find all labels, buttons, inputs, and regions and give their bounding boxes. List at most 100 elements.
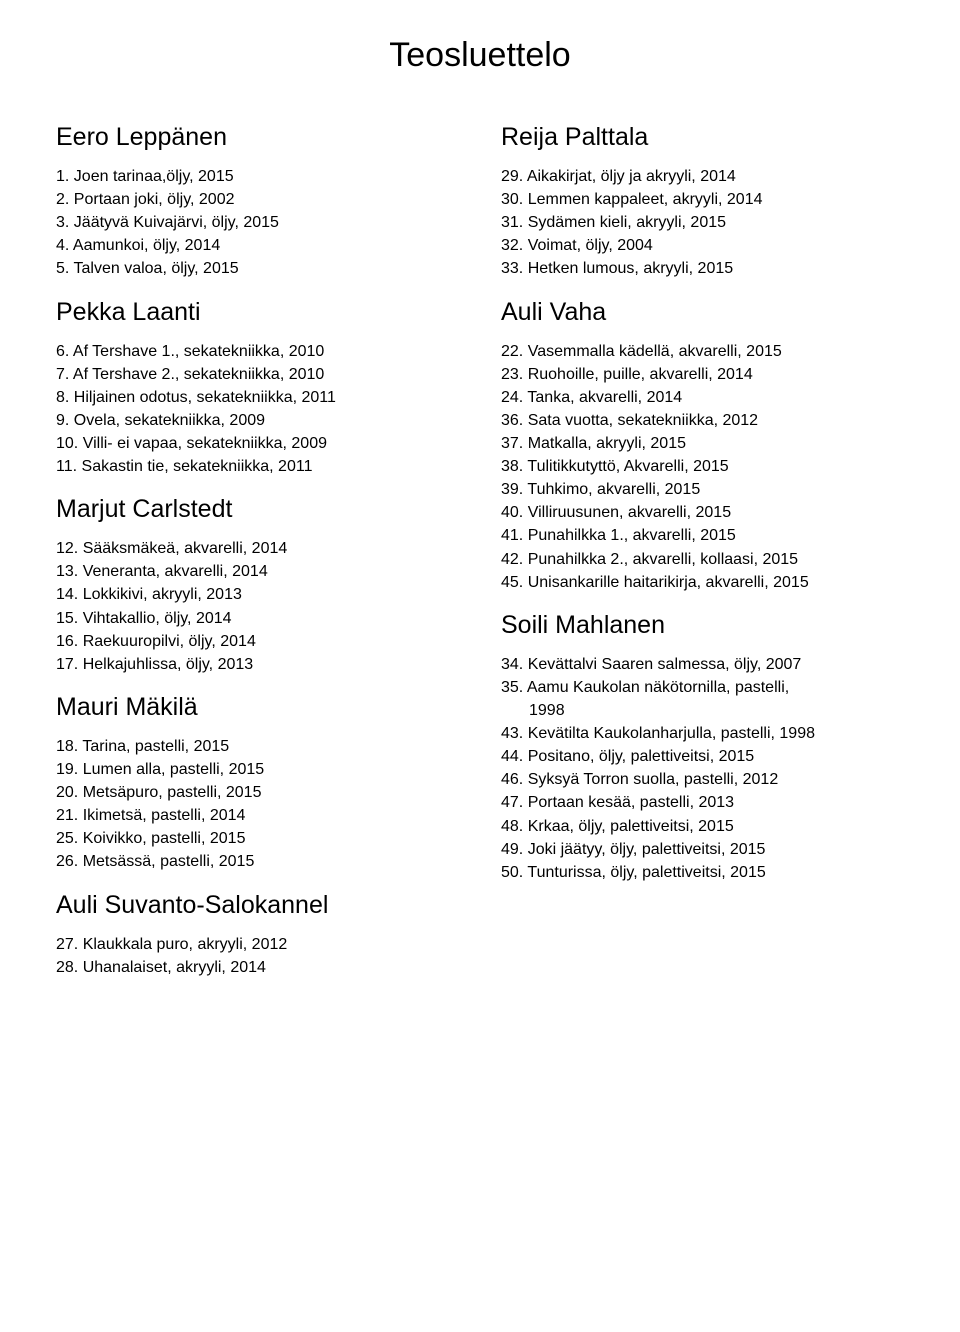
work-label: Hiljainen odotus, sekatekniikka, 2011 [74,389,336,406]
work-item: 7. Af Tershave 2., sekatekniikka, 2010 [56,364,459,385]
work-label: Sääksmäkeä, akvarelli, 2014 [83,540,288,557]
work-label: Metsäpuro, pastelli, 2015 [83,784,262,801]
work-item: 35. Aamu Kaukolan näkötornilla, pastelli… [501,677,904,698]
work-item: 5. Talven valoa, öljy, 2015 [56,258,459,279]
work-label: Positano, öljy, palettiveitsi, 2015 [528,748,755,765]
work-number: 44. [501,748,523,765]
artist-heading: Auli Suvanto-Salokannel [56,891,459,920]
work-label: Lemmen kappaleet, akryyli, 2014 [528,191,763,208]
work-label: Tunturissa, öljy, palettiveitsi, 2015 [527,864,765,881]
work-number: 31. [501,214,523,231]
work-label: Lokkikivi, akryyli, 2013 [83,586,242,603]
work-number: 22. [501,343,523,360]
work-number: 17. [56,656,78,673]
work-number: 21. [56,807,78,824]
work-item: 32. Voimat, öljy, 2004 [501,235,904,256]
artist-heading: Reija Palttala [501,123,904,152]
work-number: 30. [501,191,523,208]
work-label: Klaukkala puro, akryyli, 2012 [83,936,288,953]
work-label: Sydämen kieli, akryyli, 2015 [528,214,726,231]
work-item: 3. Jäätyvä Kuivajärvi, öljy, 2015 [56,212,459,233]
work-item: 6. Af Tershave 1., sekatekniikka, 2010 [56,341,459,362]
work-item: 42. Punahilkka 2., akvarelli, kollaasi, … [501,549,904,570]
work-item: 46. Syksyä Torron suolla, pastelli, 2012 [501,769,904,790]
work-item: 49. Joki jäätyy, öljy, palettiveitsi, 20… [501,839,904,860]
work-number: 47. [501,794,523,811]
work-label: Metsässä, pastelli, 2015 [83,853,255,870]
work-number: 14. [56,586,78,603]
work-label: Vihtakallio, öljy, 2014 [83,610,232,627]
work-number: 39. [501,481,523,498]
work-item: 23. Ruohoille, puille, akvarelli, 2014 [501,364,904,385]
work-item: 18. Tarina, pastelli, 2015 [56,736,459,757]
work-item: 37. Matkalla, akryyli, 2015 [501,433,904,454]
left-column: Eero Leppänen1. Joen tarinaa,öljy, 20152… [56,123,459,980]
work-item: 47. Portaan kesää, pastelli, 2013 [501,792,904,813]
work-number: 28. [56,959,78,976]
work-item: 30. Lemmen kappaleet, akryyli, 2014 [501,189,904,210]
work-item: 20. Metsäpuro, pastelli, 2015 [56,782,459,803]
work-item: 22. Vasemmalla kädellä, akvarelli, 2015 [501,341,904,362]
work-label: Syksyä Torron suolla, pastelli, 2012 [528,771,779,788]
work-item: 31. Sydämen kieli, akryyli, 2015 [501,212,904,233]
work-label: Tarina, pastelli, 2015 [82,738,229,755]
work-item: 34. Kevättalvi Saaren salmessa, öljy, 20… [501,654,904,675]
work-number: 15. [56,610,78,627]
work-number: 12. [56,540,78,557]
artist-heading: Mauri Mäkilä [56,693,459,722]
work-number: 9. [56,412,69,429]
work-number: 35. [501,679,523,696]
work-label: Lumen alla, pastelli, 2015 [83,761,264,778]
work-number: 37. [501,435,523,452]
work-label: Aamunkoi, öljy, 2014 [73,237,220,254]
work-number: 4. [56,237,69,254]
work-label: Voimat, öljy, 2004 [528,237,653,254]
work-label: Hetken lumous, akryyli, 2015 [528,260,733,277]
work-label: Punahilkka 2., akvarelli, kollaasi, 2015 [528,551,798,568]
work-number: 13. [56,563,78,580]
work-item: 28. Uhanalaiset, akryyli, 2014 [56,957,459,978]
work-item: 27. Klaukkala puro, akryyli, 2012 [56,934,459,955]
work-label: Uhanalaiset, akryyli, 2014 [83,959,266,976]
right-column: Reija Palttala 29. Aikakirjat, öljy ja ak… [501,123,904,980]
work-item: 19. Lumen alla, pastelli, 2015 [56,759,459,780]
work-label: Unisankarille haitarikirja, akvarelli, 2… [528,574,809,591]
work-label: Ovela, sekatekniikka, 2009 [74,412,265,429]
two-column-layout: Eero Leppänen1. Joen tarinaa,öljy, 20152… [56,123,904,980]
work-label: Ruohoille, puille, akvarelli, 2014 [528,366,753,383]
work-label: Jäätyvä Kuivajärvi, öljy, 2015 [74,214,279,231]
work-item: 50. Tunturissa, öljy, palettiveitsi, 201… [501,862,904,883]
work-label: Aikakirjat, öljy ja akryyli, 2014 [527,168,736,185]
work-number: 2. [56,191,69,208]
work-label: Joen tarinaa,öljy, 2015 [74,168,234,185]
artist-heading: Eero Leppänen [56,123,459,152]
work-number: 43. [501,725,523,742]
work-item: 15. Vihtakallio, öljy, 2014 [56,608,459,629]
work-item: 9. Ovela, sekatekniikka, 2009 [56,410,459,431]
work-item: 45. Unisankarille haitarikirja, akvarell… [501,572,904,593]
work-label: Koivikko, pastelli, 2015 [83,830,246,847]
work-number: 41. [501,527,523,544]
artist-heading: Auli Vaha [501,298,904,327]
work-item: 10. Villi- ei vapaa, sekatekniikka, 2009 [56,433,459,454]
work-item: 2. Portaan joki, öljy, 2002 [56,189,459,210]
work-number: 29. [501,168,523,185]
work-label-continuation: 1998 [529,702,565,719]
work-number: 24. [501,389,523,406]
work-label: Talven valoa, öljy, 2015 [74,260,239,277]
work-number: 3. [56,214,69,231]
work-number: 33. [501,260,523,277]
work-item: 43. Kevätilta Kaukolanharjulla, pastelli… [501,723,904,744]
work-item: 8. Hiljainen odotus, sekatekniikka, 2011 [56,387,459,408]
work-number: 8. [56,389,69,406]
work-number: 42. [501,551,523,568]
work-number: 46. [501,771,523,788]
work-label: Tulitikkutyttö, Akvarelli, 2015 [527,458,728,475]
work-item-continuation: 1998 [529,700,904,721]
work-label: Ikimetsä, pastelli, 2014 [83,807,246,824]
work-label: Tanka, akvarelli, 2014 [527,389,682,406]
work-label: Sata vuotta, sekatekniikka, 2012 [528,412,758,429]
work-item: 39. Tuhkimo, akvarelli, 2015 [501,479,904,500]
work-item: 38. Tulitikkutyttö, Akvarelli, 2015 [501,456,904,477]
work-label: Villi- ei vapaa, sekatekniikka, 2009 [83,435,327,452]
